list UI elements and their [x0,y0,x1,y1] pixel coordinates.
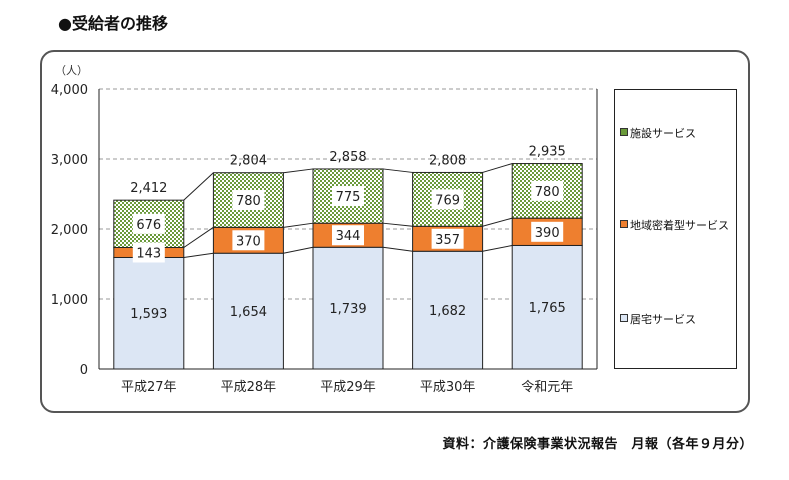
series-connector-line [382,168,413,173]
data-label: 370 [236,234,261,249]
bar-segment-home [511,244,583,370]
data-label-bg [232,230,265,251]
series-connector-line [283,246,314,254]
y-tick-label: 4,000 [51,83,88,98]
series-connector-line [482,163,513,173]
legend-label: 施設サービス [630,127,696,140]
legend-swatch-facility [620,128,628,136]
data-label: 775 [336,190,361,205]
data-label: 344 [336,229,361,244]
data-label: 357 [435,233,460,248]
chart-title: ●受給者の推移 [58,14,168,33]
series-connector-line [183,172,214,201]
data-label: 143 [136,246,161,261]
total-label: 2,804 [230,154,267,169]
series-connector-line [283,168,314,174]
series-connector-line [382,222,413,227]
data-label: 1,765 [529,301,566,316]
legend-label: 居宅サービス [630,313,696,326]
legend-label: 地域密着型サービス [630,219,729,232]
data-label-bg [431,228,464,249]
data-label-bg [332,186,364,207]
data-label: 390 [535,226,560,241]
data-label-bg [132,213,165,234]
series-connector-line [283,222,314,228]
series-connector-line [482,217,513,227]
x-tick-label: 平成28年 [221,380,277,395]
total-label: 2,935 [529,145,566,160]
y-tick-label: 0 [80,363,88,378]
data-label: 1,682 [429,304,466,319]
data-label-bg [431,189,464,210]
series-connector-line [183,252,214,258]
legend-swatch-home [620,314,628,322]
legend-item-community: 地域密着型サービス [620,218,732,233]
bar-segment-home [212,252,284,370]
series-connector-line [183,226,214,248]
bar-segment-home [312,246,384,370]
data-label: 1,654 [230,305,267,320]
data-label: 780 [535,185,560,200]
data-label-bg [531,180,564,201]
series-connector-line [482,244,513,252]
y-tick-label: 2,000 [51,223,88,238]
series-connector-line [382,246,413,252]
y-axis-unit: （人） [55,64,88,77]
total-label: 2,858 [329,150,366,165]
bar-segment-home [113,256,185,370]
data-label-bg [232,190,265,211]
data-label: 676 [136,218,161,233]
legend-item-facility: 施設サービス [620,126,732,141]
data-label-bg [132,242,165,263]
bar-segment-home [412,250,484,370]
x-tick-label: 平成27年 [121,380,177,395]
data-label-bg [531,221,564,242]
legend-item-home: 居宅サービス [620,312,732,327]
source-note: 資料：介護保険事業状況報告 月報（各年９月分） [442,437,753,452]
data-label: 769 [435,193,460,208]
data-label: 1,739 [329,302,366,317]
x-tick-label: 令和元年 [521,380,573,395]
data-label: 780 [236,194,261,209]
y-tick-label: 3,000 [51,153,88,168]
x-tick-label: 平成30年 [420,380,476,395]
legend-swatch-community [620,220,628,228]
total-label: 2,808 [429,153,466,168]
chart-frame [40,50,750,413]
data-label-bg [332,225,364,246]
y-tick-label: 1,000 [51,293,88,308]
legend: 施設サービス 地域密着型サービス 居宅サービス [614,89,737,369]
data-label: 1,593 [130,307,167,322]
x-tick-label: 平成29年 [320,380,376,395]
bar-segment-facility [412,171,484,227]
total-label: 2,412 [130,181,167,196]
